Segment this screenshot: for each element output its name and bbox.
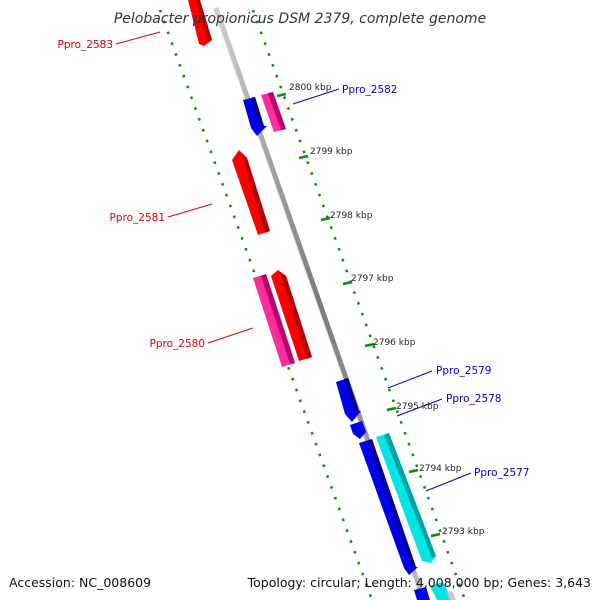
map-title: Pelobacter propionicus DSM 2379, complet… (114, 11, 486, 27)
gene-shade (344, 378, 359, 412)
feature-arrow-ppro-2577[interactable] (376, 433, 436, 563)
tick-label: 2798 kbp (330, 211, 373, 221)
gene-shade (196, 0, 212, 42)
major-tick (386, 406, 397, 412)
leader-line (292, 88, 340, 105)
tick-label: 2795 kbp (396, 402, 439, 412)
gene-label-ppro-2577[interactable]: Ppro_2577 (474, 467, 529, 479)
gene-shade (261, 274, 295, 364)
gene-label-ppro-2579[interactable]: Ppro_2579 (436, 365, 491, 377)
major-tick (298, 154, 309, 160)
major-tick (320, 216, 331, 222)
leader-lines (115, 31, 472, 492)
feature-arrow-continuation (447, 591, 456, 600)
gene-label-ppro-2581[interactable]: Ppro_2581 (110, 212, 165, 224)
major-tick (430, 532, 441, 538)
genes (188, 0, 456, 600)
gene-label-ppro-2582[interactable]: Ppro_2582 (342, 84, 397, 96)
gene-shade (280, 272, 312, 359)
gene-label-ppro-2580[interactable]: Ppro_2580 (150, 338, 205, 350)
summary-text: Topology: circular; Length: 4,008,000 bp… (247, 575, 591, 590)
feature-arrow-continuation (430, 582, 452, 600)
outer-dotted-track (158, 9, 467, 600)
leader-line (425, 472, 472, 492)
tick-label: 2794 kbp (419, 464, 462, 474)
tick-label: 2799 kbp (310, 147, 353, 157)
tick-label: 2793 kbp (442, 527, 485, 537)
major-tick (364, 342, 375, 348)
tick-label: 2797 kbp (351, 274, 394, 284)
leader-line (387, 370, 433, 389)
major-ticks (276, 92, 441, 538)
gene-arrow-continuation (414, 587, 430, 600)
tick-label: 2800 kbp (289, 83, 332, 93)
major-tick (342, 280, 353, 286)
leader-line (396, 398, 443, 417)
leader-line (115, 31, 161, 45)
gene-arrow-ppro-2578[interactable] (350, 421, 366, 439)
gene-shade (251, 97, 264, 127)
tick-labels: 2800 kbp 2799 kbp 2798 kbp 2797 kbp 2796… (289, 83, 485, 537)
gene-shade (268, 92, 286, 130)
gene-shade (241, 152, 270, 233)
major-tick (408, 468, 419, 474)
leader-line (207, 327, 254, 344)
gene-shade (384, 433, 436, 558)
major-tick (276, 92, 287, 98)
tick-label: 2796 kbp (373, 338, 416, 348)
track-left (158, 9, 374, 600)
gene-labels: Ppro_2583 Ppro_2582 Ppro_2581 Ppro_2580 … (58, 39, 530, 479)
track-right (251, 9, 467, 600)
gene-label-ppro-2583[interactable]: Ppro_2583 (58, 39, 113, 51)
accession-text: Accession: NC_008609 (9, 575, 151, 590)
gene-shade (367, 439, 416, 568)
leader-line (167, 203, 213, 218)
gene-label-ppro-2578[interactable]: Ppro_2578 (446, 393, 501, 405)
